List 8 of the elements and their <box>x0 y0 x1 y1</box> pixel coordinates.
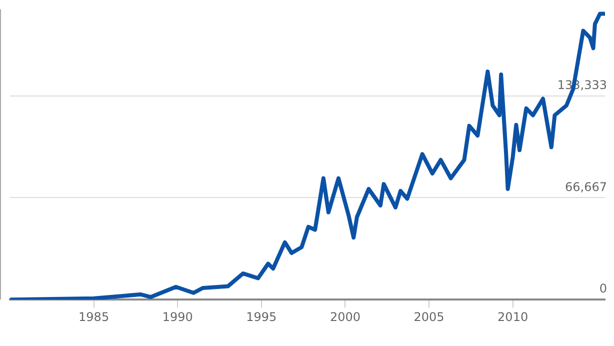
x-tick-label: 1990 <box>162 310 193 324</box>
y-tick-label: 0 <box>599 282 607 296</box>
x-tick-label: 2010 <box>498 310 528 324</box>
x-tick-label: 2005 <box>414 310 444 324</box>
x-tick-label: 1985 <box>78 310 110 324</box>
x-tick-label: 1995 <box>246 310 277 324</box>
x-tick-label: 2000 <box>330 310 360 324</box>
y-tick-label: 66,667 <box>565 180 607 194</box>
